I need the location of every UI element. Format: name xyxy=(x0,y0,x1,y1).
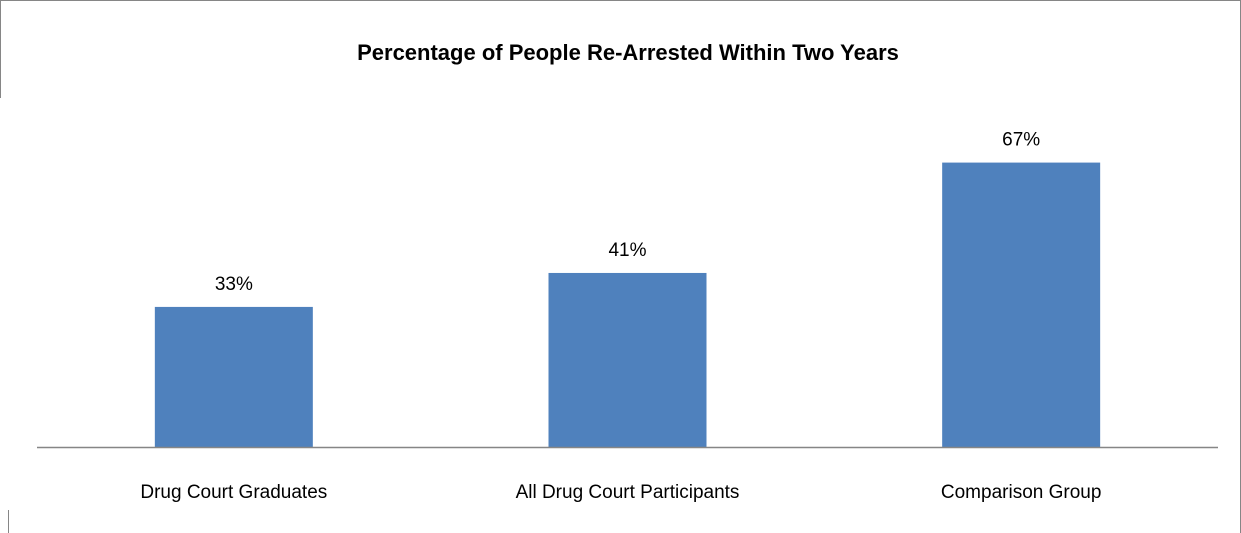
value-labels-group: 33% 41% 67% xyxy=(215,130,1040,295)
tick-labels-group: Drug Court Graduates All Drug Court Parti… xyxy=(140,482,1101,503)
x-tick-label-3: Comparison Group xyxy=(941,482,1102,503)
x-tick-label-2: All Drug Court Participants xyxy=(516,482,740,503)
data-label-3: 67% xyxy=(1002,130,1040,151)
data-label-2: 41% xyxy=(608,240,646,261)
data-label-1: 33% xyxy=(215,274,253,295)
bar-1 xyxy=(154,306,313,447)
x-tick-label-1: Drug Court Graduates xyxy=(140,482,327,503)
bars-group xyxy=(154,162,1101,447)
bar-3 xyxy=(942,162,1101,447)
chart-title: Percentage of People Re-Arrested Within … xyxy=(357,40,899,65)
bar-2 xyxy=(548,272,707,447)
